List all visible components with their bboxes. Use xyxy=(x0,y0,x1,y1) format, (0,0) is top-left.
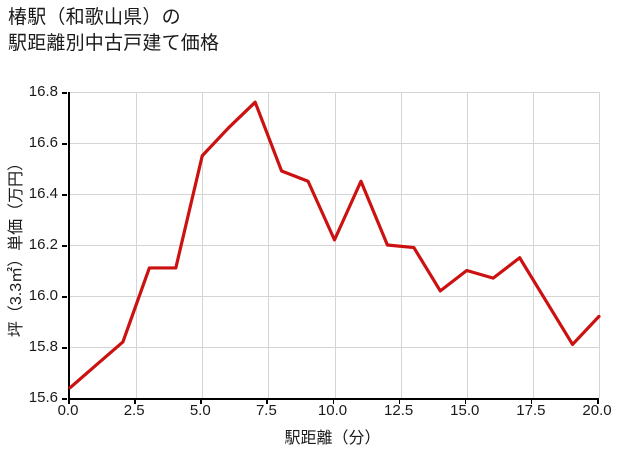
x-axis-title: 駅距離（分） xyxy=(284,430,381,447)
y-axis-tick-label: 16.4 xyxy=(28,185,58,202)
data-line-series xyxy=(68,100,601,390)
x-axis-tick-label: 15.0 xyxy=(450,402,480,419)
x-axis-tick-label: 12.5 xyxy=(384,402,414,419)
y-axis-tick-mark xyxy=(62,245,67,247)
x-axis-tick-mark xyxy=(134,399,136,404)
gridline-vertical xyxy=(599,92,600,398)
x-axis-tick-mark xyxy=(200,399,202,404)
plot-inner xyxy=(68,92,601,398)
gridline-vertical xyxy=(202,92,203,398)
y-axis-tick-label: 16.6 xyxy=(28,134,58,151)
x-axis-tick-label: 7.5 xyxy=(255,402,277,419)
y-axis-tick-mark xyxy=(62,92,67,94)
x-axis-tick-mark xyxy=(530,399,533,404)
gridline-vertical xyxy=(533,92,534,398)
x-axis-tick-label: 10.0 xyxy=(317,402,348,419)
y-axis-tick-label: 15.8 xyxy=(28,338,58,355)
x-axis-tick-mark xyxy=(597,399,599,404)
y-axis-tick-mark xyxy=(62,296,67,298)
gridline-horizontal xyxy=(70,143,599,144)
gridline-vertical xyxy=(268,92,269,398)
x-axis-tick-label: 20.0 xyxy=(582,402,612,419)
gridline-vertical xyxy=(467,92,468,398)
plot-area xyxy=(68,92,601,400)
gridline-horizontal xyxy=(70,92,599,93)
chart-title: 椿駅（和歌山県）の 駅距離別中古戸建て価格 xyxy=(8,7,220,54)
y-axis-tick-label: 16.2 xyxy=(28,236,58,253)
gridline-horizontal xyxy=(70,245,599,246)
gridline-horizontal xyxy=(70,296,599,297)
x-axis-tick-label: 5.0 xyxy=(189,402,211,419)
x-axis-tick-mark xyxy=(332,399,335,404)
x-axis-tick-mark xyxy=(266,399,268,404)
y-axis-tick-mark xyxy=(62,194,67,196)
x-axis-tick-mark xyxy=(68,399,70,404)
x-axis-tick-label: 0.0 xyxy=(57,402,79,419)
y-axis-tick-mark xyxy=(62,347,67,349)
gridline-vertical xyxy=(335,92,336,398)
price-line xyxy=(68,100,601,390)
y-axis-tick-label: 16.0 xyxy=(28,287,58,304)
x-axis-tick-mark xyxy=(464,399,467,404)
x-axis-tick-label: 2.5 xyxy=(123,402,145,419)
gridline-horizontal xyxy=(70,194,599,195)
gridline-horizontal xyxy=(70,347,599,348)
y-axis-tick-mark xyxy=(62,143,67,145)
gridline-vertical xyxy=(136,92,137,398)
x-axis-tick-label: 17.5 xyxy=(516,402,546,419)
y-axis-tick-mark xyxy=(62,398,67,400)
x-axis-tick-mark xyxy=(398,399,401,404)
y-axis-tick-label: 16.8 xyxy=(28,83,58,100)
y-axis-tick-label: 15.6 xyxy=(28,389,58,406)
